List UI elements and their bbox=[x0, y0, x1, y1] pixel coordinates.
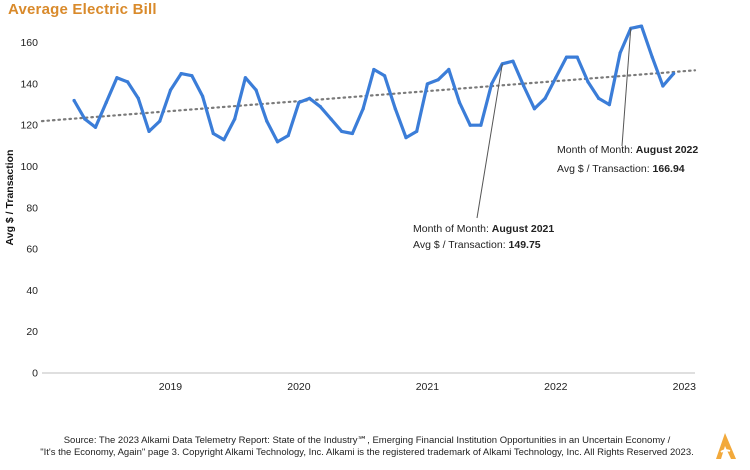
data-point bbox=[361, 107, 365, 111]
chart-title: Average Electric Bill bbox=[8, 1, 157, 18]
data-point bbox=[147, 129, 151, 134]
data-point bbox=[543, 96, 547, 100]
x-tick-label: 2019 bbox=[159, 381, 183, 393]
data-point bbox=[318, 105, 322, 109]
data-point bbox=[447, 67, 451, 72]
y-axis-label: Avg $ / Transaction bbox=[4, 150, 16, 246]
data-point bbox=[650, 55, 654, 59]
annotation-month-label: Month of Month: August 2021 bbox=[413, 223, 554, 235]
series-line bbox=[72, 24, 676, 144]
y-tick-label: 20 bbox=[26, 326, 38, 338]
data-point bbox=[393, 107, 397, 111]
annotation-leader-line bbox=[621, 28, 632, 147]
data-point bbox=[479, 123, 483, 127]
data-point bbox=[586, 80, 590, 84]
source-line-2: "It's the Economy, Again" page 3. Copyri… bbox=[40, 447, 694, 458]
data-point bbox=[254, 88, 258, 92]
y-axis: 0 20 40 60 80 100 120 140 160 bbox=[20, 37, 38, 379]
data-point bbox=[607, 102, 611, 107]
data-point bbox=[329, 117, 333, 121]
data-point bbox=[639, 24, 644, 28]
annotation-value-prefix: Avg $ / Transaction: bbox=[557, 163, 653, 175]
annotation-leader-line bbox=[476, 63, 503, 219]
data-point bbox=[661, 84, 665, 88]
series-path bbox=[72, 24, 676, 144]
x-tick-label: 2021 bbox=[416, 381, 440, 393]
data-point bbox=[83, 117, 87, 121]
data-point bbox=[190, 74, 194, 78]
data-point bbox=[457, 100, 462, 105]
data-point bbox=[158, 119, 162, 123]
data-point bbox=[404, 136, 408, 140]
data-point bbox=[597, 96, 601, 100]
annotation-value: 149.75 bbox=[509, 239, 541, 251]
data-point bbox=[275, 140, 280, 144]
data-point bbox=[93, 125, 98, 129]
y-tick-label: 60 bbox=[26, 244, 38, 256]
data-point bbox=[564, 55, 569, 59]
data-point bbox=[382, 74, 387, 78]
data-point bbox=[233, 117, 237, 121]
x-tick-label: 2022 bbox=[544, 381, 568, 393]
data-point bbox=[297, 100, 301, 105]
data-point bbox=[72, 98, 76, 103]
data-point bbox=[511, 59, 515, 63]
annotation-value: 166.94 bbox=[653, 163, 685, 175]
data-point bbox=[532, 107, 537, 111]
data-point bbox=[415, 129, 419, 134]
annotation-value-label: Avg $ / Transaction: 149.75 bbox=[413, 239, 541, 251]
annotations: Month of Month: August 2021 Avg $ / Trans… bbox=[413, 28, 698, 251]
data-point bbox=[104, 100, 108, 105]
source-line-1: Source: The 2023 Alkami Data Telemetry R… bbox=[63, 435, 671, 446]
data-point bbox=[522, 84, 526, 88]
data-point bbox=[286, 133, 290, 138]
annotation-month: August 2021 bbox=[492, 223, 555, 235]
annotation-value-prefix: Avg $ / Transaction: bbox=[413, 239, 509, 251]
y-tick-label: 140 bbox=[20, 78, 38, 90]
y-tick-label: 160 bbox=[20, 37, 38, 49]
y-tick-label: 120 bbox=[20, 120, 38, 132]
data-point bbox=[136, 96, 140, 100]
data-point bbox=[468, 123, 472, 127]
x-tick-label: 2023 bbox=[673, 381, 697, 393]
data-point bbox=[222, 138, 226, 142]
data-point bbox=[308, 96, 312, 100]
data-point bbox=[179, 72, 183, 76]
data-point bbox=[340, 129, 344, 134]
annotation-month: August 2022 bbox=[636, 144, 699, 156]
y-tick-label: 100 bbox=[20, 161, 38, 173]
data-point bbox=[671, 72, 676, 76]
y-tick-label: 80 bbox=[26, 202, 38, 214]
y-tick-label: 40 bbox=[26, 285, 38, 297]
data-point bbox=[554, 76, 558, 80]
source-note: Source: The 2023 Alkami Data Telemetry R… bbox=[32, 435, 702, 459]
data-point bbox=[168, 88, 173, 92]
x-axis: 2019 2020 2021 2022 2023 bbox=[42, 372, 697, 393]
data-point bbox=[200, 94, 205, 98]
data-point bbox=[243, 76, 247, 80]
data-point bbox=[126, 80, 130, 84]
data-point bbox=[115, 76, 119, 80]
data-point bbox=[211, 131, 215, 136]
data-point bbox=[436, 78, 440, 82]
annotation-prefix: Month of Month: bbox=[413, 223, 492, 235]
data-point bbox=[425, 82, 429, 86]
y-tick-label: 0 bbox=[32, 368, 38, 380]
data-point bbox=[265, 119, 269, 123]
annotation-value-label: Avg $ / Transaction: 166.94 bbox=[557, 163, 685, 175]
data-point bbox=[350, 131, 355, 136]
data-point bbox=[372, 67, 376, 72]
x-tick-label: 2020 bbox=[287, 381, 311, 393]
data-point bbox=[618, 51, 622, 55]
data-point bbox=[575, 55, 579, 59]
annotation-prefix: Month of Month: bbox=[557, 144, 636, 156]
alkami-logo-icon bbox=[716, 433, 736, 459]
data-point bbox=[490, 82, 494, 86]
annotation-month-label: Month of Month: August 2022 bbox=[557, 144, 698, 156]
